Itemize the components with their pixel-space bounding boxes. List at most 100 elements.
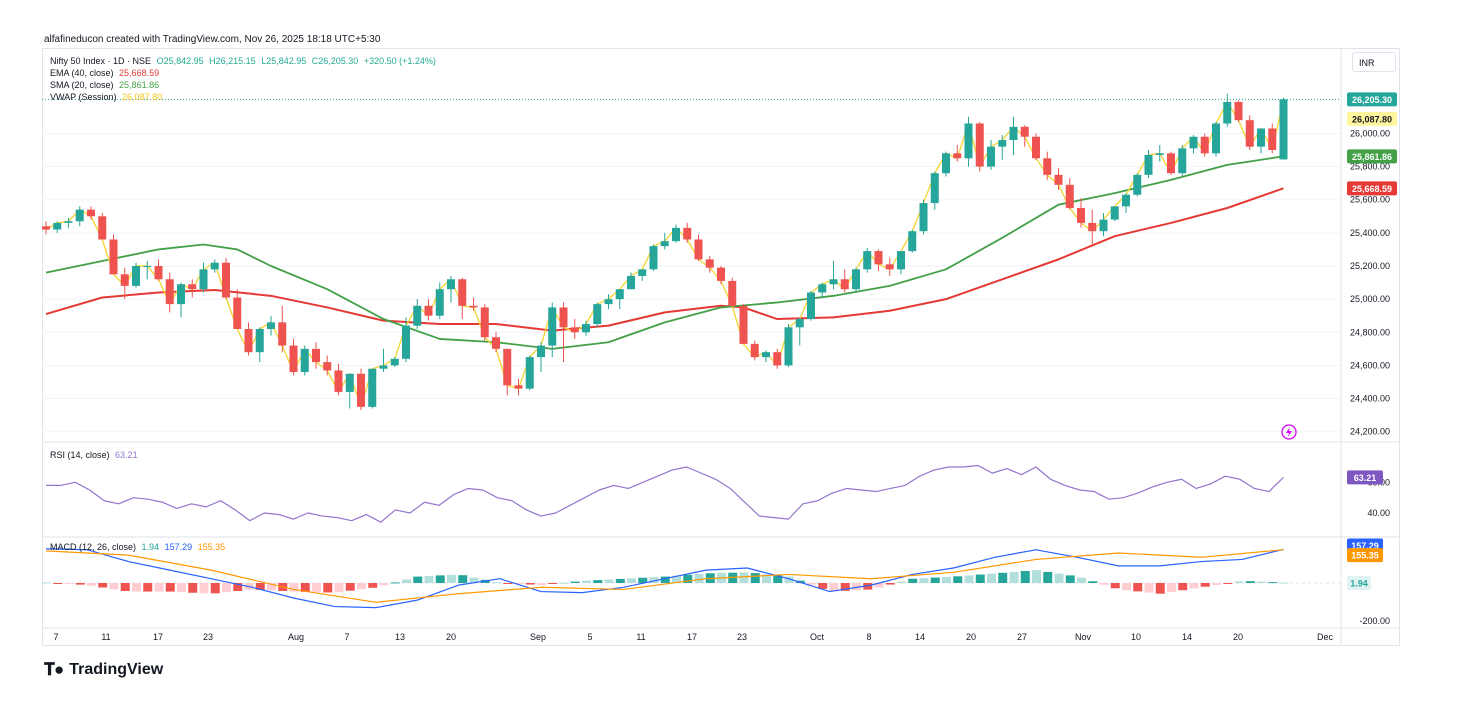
sma-legend: SMA (20, close) 25,861.86 bbox=[50, 79, 162, 91]
macd-histogram-bar bbox=[559, 582, 569, 584]
macd-histogram-bar bbox=[818, 583, 828, 589]
candle-body bbox=[109, 239, 118, 275]
candle-body bbox=[840, 279, 849, 290]
chart-frame[interactable] bbox=[42, 48, 1400, 646]
macd-histogram-bar bbox=[413, 576, 423, 583]
macd-histogram-bar bbox=[975, 574, 985, 583]
candle-body bbox=[1032, 136, 1040, 159]
macd-histogram-bar bbox=[773, 575, 783, 583]
macd-histogram-bar bbox=[255, 583, 265, 590]
macd-value-label: 157.29 bbox=[1351, 541, 1379, 551]
candle-body bbox=[413, 305, 422, 326]
macd-histogram-bar bbox=[593, 580, 603, 583]
candle-body bbox=[278, 322, 287, 346]
candle-body bbox=[165, 279, 174, 305]
candle-body bbox=[1279, 99, 1288, 160]
macd-histogram-bar bbox=[323, 583, 333, 593]
candle-body bbox=[255, 328, 264, 353]
macd-tick-label: -200.00 bbox=[1359, 616, 1390, 626]
candle-body bbox=[739, 305, 748, 344]
candle-body bbox=[244, 328, 253, 353]
vwap-legend-name[interactable]: VWAP (Session) bbox=[50, 92, 117, 102]
time-tick-label: 23 bbox=[737, 632, 747, 642]
macd-histogram-bar bbox=[503, 583, 513, 584]
candle-body bbox=[188, 284, 197, 290]
ema-legend: EMA (40, close) 25,668.59 bbox=[50, 67, 162, 79]
candle-body bbox=[514, 385, 523, 389]
candle-body bbox=[638, 269, 647, 276]
macd-line bbox=[45, 548, 1284, 609]
candle-body bbox=[87, 209, 95, 217]
candle-body bbox=[1054, 174, 1063, 185]
signal-value-badge bbox=[1347, 548, 1383, 563]
macd-histogram-bar bbox=[357, 583, 366, 590]
candle-body bbox=[1245, 120, 1254, 147]
candle-body bbox=[615, 289, 624, 300]
time-tick-label: 11 bbox=[636, 632, 645, 642]
macd-histogram-bar bbox=[402, 579, 411, 583]
macd-histogram-bar bbox=[1077, 577, 1086, 583]
candle-body bbox=[683, 227, 692, 240]
hist-value-label: 1.94 bbox=[1350, 579, 1368, 589]
vwap-line bbox=[45, 99, 1285, 408]
macd-histogram-bar bbox=[1099, 583, 1109, 585]
sma-legend-name[interactable]: SMA (20, close) bbox=[50, 80, 114, 90]
time-tick-label: 17 bbox=[687, 632, 697, 642]
time-tick-label: Oct bbox=[810, 632, 825, 642]
macd-histogram-bar bbox=[908, 578, 918, 583]
candle-body bbox=[593, 304, 602, 324]
macd-histogram-bar bbox=[829, 583, 839, 592]
candle-body bbox=[874, 251, 883, 265]
macd-histogram-bar bbox=[1020, 571, 1030, 583]
candle-body bbox=[998, 140, 1007, 147]
candle-body bbox=[942, 153, 950, 174]
rsi-value-badge bbox=[1347, 470, 1383, 485]
macd-histogram-bar bbox=[98, 583, 108, 588]
legend-symbol[interactable]: Nifty 50 Index · 1D · NSE bbox=[50, 56, 152, 66]
macd-histogram-bar bbox=[1167, 583, 1176, 592]
macd-histogram-bar bbox=[570, 581, 580, 583]
macd-histogram-bar bbox=[1088, 581, 1098, 583]
vwap-price-label: 26,087.80 bbox=[1352, 114, 1392, 124]
legend-low: L25,842.95 bbox=[261, 56, 307, 66]
macd-histogram-bar bbox=[660, 576, 670, 583]
candle-body bbox=[1009, 126, 1018, 141]
candle-body bbox=[390, 358, 399, 366]
ema-legend-name[interactable]: EMA (40, close) bbox=[50, 68, 114, 78]
candle-body bbox=[694, 239, 703, 260]
time-tick-label: Aug bbox=[288, 632, 304, 642]
candle-body bbox=[604, 299, 613, 305]
macd-histogram-bar bbox=[1234, 581, 1244, 583]
signal-line bbox=[45, 549, 1284, 603]
candle-body bbox=[795, 319, 804, 328]
currency-button[interactable]: INR bbox=[1352, 52, 1396, 72]
candle-body bbox=[953, 153, 962, 159]
rsi-line bbox=[46, 464, 1284, 523]
macd-histogram-bar bbox=[1144, 583, 1154, 593]
macd-legend-name[interactable]: MACD (12, 26, close) bbox=[50, 542, 137, 552]
macd-histogram-bar bbox=[1245, 581, 1255, 583]
candle-body bbox=[75, 209, 84, 222]
candle-body bbox=[1088, 222, 1097, 232]
macd-histogram-bar bbox=[390, 582, 400, 584]
candle-body bbox=[267, 322, 275, 329]
price-tick-label: 24,600.00 bbox=[1350, 360, 1390, 370]
tradingview-logo[interactable]: 𝐓● TradingView bbox=[44, 660, 163, 680]
candle-body bbox=[379, 365, 388, 369]
candle-body bbox=[1257, 128, 1265, 147]
rsi-legend-name[interactable]: RSI (14, close) bbox=[50, 450, 110, 460]
macd-histogram-bar bbox=[1155, 583, 1165, 594]
time-tick-label: 8 bbox=[866, 632, 871, 642]
macd-histogram-bar bbox=[424, 575, 434, 583]
candle-body bbox=[1223, 101, 1232, 124]
macd-histogram-bar bbox=[199, 583, 209, 594]
macd-histogram-bar bbox=[807, 583, 816, 585]
macd-histogram-bar bbox=[930, 577, 940, 583]
candle-body bbox=[289, 345, 298, 373]
candle-body bbox=[1234, 101, 1243, 121]
macd-histogram-bar bbox=[1200, 583, 1210, 587]
candle-body bbox=[345, 373, 354, 392]
macd-histogram-bar bbox=[132, 583, 141, 592]
rsi-legend: RSI (14, close) 63.21 bbox=[50, 449, 141, 461]
